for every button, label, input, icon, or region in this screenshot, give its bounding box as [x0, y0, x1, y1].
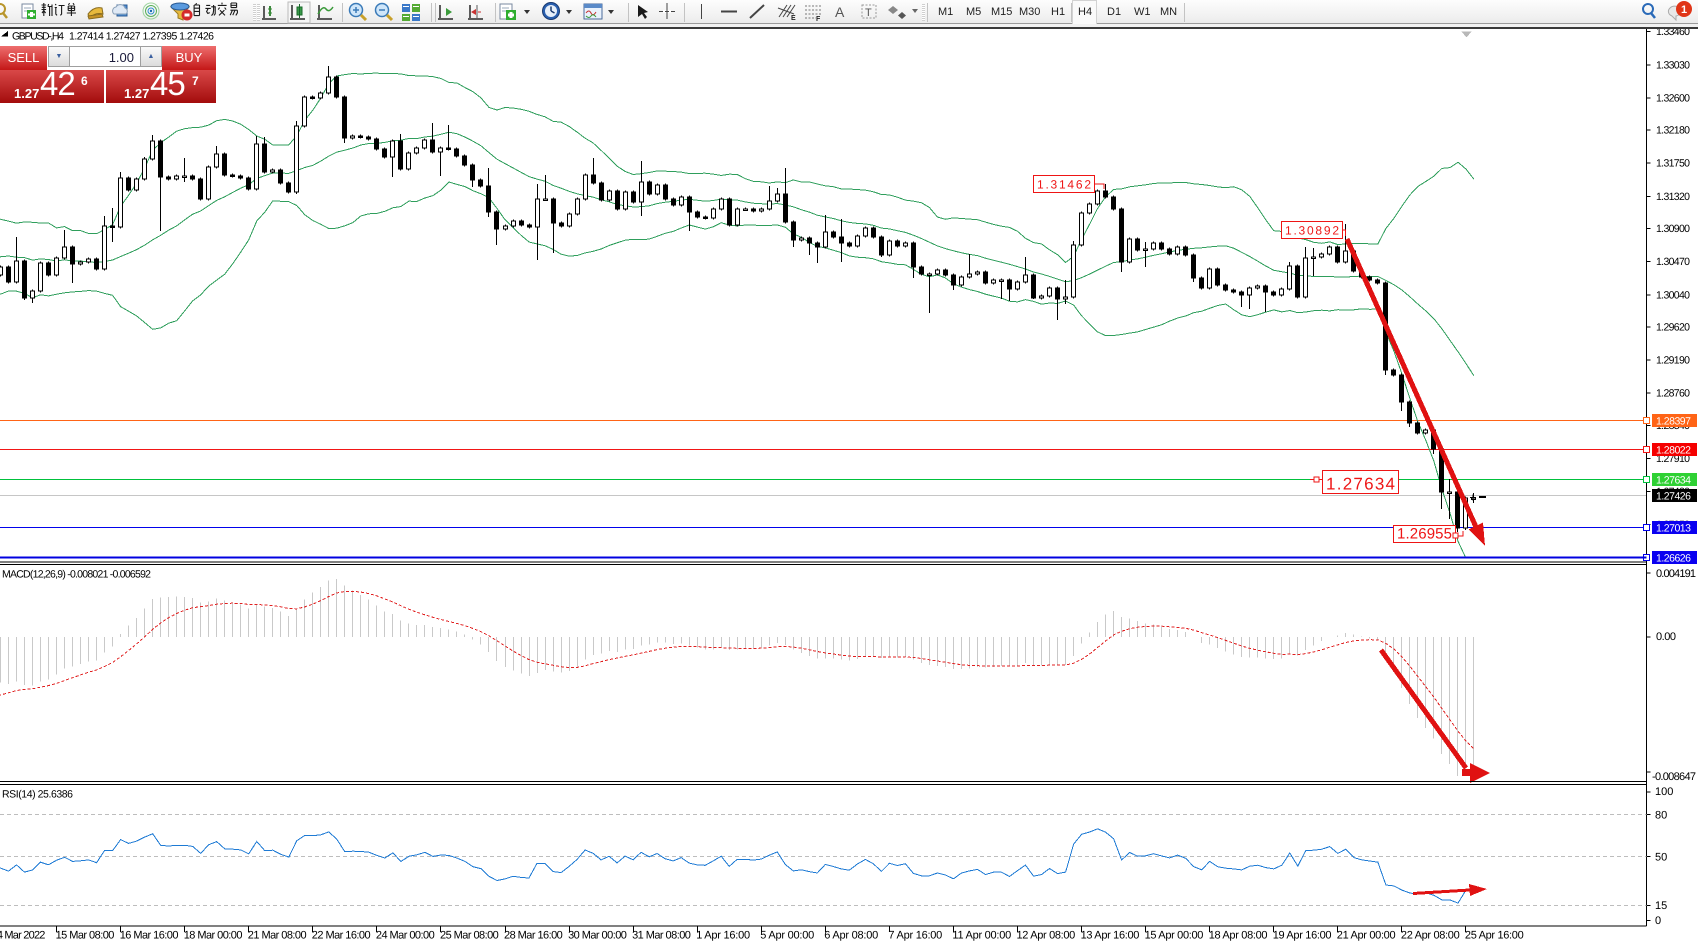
svg-text:1.27634: 1.27634 — [1326, 475, 1395, 494]
svg-text:12 Apr 08:00: 12 Apr 08:00 — [1017, 930, 1076, 941]
svg-text:1.30470: 1.30470 — [1656, 256, 1690, 268]
svg-text:0: 0 — [1655, 915, 1661, 927]
svg-text:1.27910: 1.27910 — [1656, 453, 1690, 465]
svg-text:1.31750: 1.31750 — [1656, 158, 1690, 170]
svg-text:1.33030: 1.33030 — [1656, 59, 1690, 71]
svg-text:1.29190: 1.29190 — [1656, 355, 1690, 367]
svg-text:1.31462: 1.31462 — [1037, 178, 1091, 192]
svg-text:21 Apr 00:00: 21 Apr 00:00 — [1337, 930, 1396, 941]
svg-text:11 Apr 00:00: 11 Apr 00:00 — [952, 930, 1011, 941]
svg-text:RSI(14) 25.6386: RSI(14) 25.6386 — [2, 789, 73, 801]
svg-text:1.27426: 1.27426 — [1656, 491, 1691, 503]
svg-text:T: T — [865, 7, 872, 19]
svg-text:1.27414 1.27427 1.27395 1.2742: 1.27414 1.27427 1.27395 1.27426 — [69, 31, 214, 43]
svg-text:80: 80 — [1655, 810, 1667, 822]
svg-text:1.28022: 1.28022 — [1656, 445, 1691, 457]
svg-text:1: 1 — [1681, 4, 1687, 16]
svg-text:5 Apr 00:00: 5 Apr 00:00 — [760, 930, 814, 941]
svg-text:MACD(12,26,9) -0.008021 -0.006: MACD(12,26,9) -0.008021 -0.006592 — [2, 569, 151, 581]
svg-text:13 Apr 16:00: 13 Apr 16:00 — [1081, 930, 1140, 941]
svg-text:GBPUSD-,H4: GBPUSD-,H4 — [12, 31, 64, 43]
svg-text:1.28760: 1.28760 — [1656, 388, 1690, 400]
svg-text:1.32600: 1.32600 — [1656, 92, 1690, 104]
svg-text:1.26955: 1.26955 — [1397, 526, 1452, 543]
svg-text:22 Mar 16:00: 22 Mar 16:00 — [312, 930, 371, 941]
svg-text:31 Mar 08:00: 31 Mar 08:00 — [632, 930, 691, 941]
svg-text:30 Mar 00:00: 30 Mar 00:00 — [568, 930, 627, 941]
svg-text:21 Mar 08:00: 21 Mar 08:00 — [248, 930, 307, 941]
svg-text:1.30040: 1.30040 — [1656, 289, 1690, 301]
svg-text:18 Apr 08:00: 18 Apr 08:00 — [1209, 930, 1268, 941]
svg-text:16 Mar 16:00: 16 Mar 16:00 — [120, 930, 179, 941]
svg-text:1.28397: 1.28397 — [1656, 416, 1691, 428]
svg-text:22 Apr 08:00: 22 Apr 08:00 — [1401, 930, 1460, 941]
svg-text:15 Apr 00:00: 15 Apr 00:00 — [1145, 930, 1204, 941]
svg-text:24 Mar 00:00: 24 Mar 00:00 — [376, 930, 435, 941]
svg-text:E: E — [791, 15, 796, 22]
svg-text:1.32180: 1.32180 — [1656, 125, 1690, 137]
svg-text:1 Apr 16:00: 1 Apr 16:00 — [696, 930, 750, 941]
svg-text:25 Mar 08:00: 25 Mar 08:00 — [440, 930, 499, 941]
svg-text:19 Apr 16:00: 19 Apr 16:00 — [1273, 930, 1332, 941]
svg-text:1.31320: 1.31320 — [1656, 191, 1690, 203]
svg-text:0.004191: 0.004191 — [1656, 568, 1696, 580]
svg-text:-0.008647: -0.008647 — [1652, 771, 1696, 783]
svg-text:1.30900: 1.30900 — [1656, 223, 1690, 235]
svg-text:1.27634: 1.27634 — [1656, 475, 1691, 487]
svg-text:F: F — [816, 16, 821, 23]
svg-text:15: 15 — [1655, 900, 1667, 912]
svg-text:1.26626: 1.26626 — [1656, 553, 1691, 565]
svg-text:1.30892: 1.30892 — [1285, 224, 1339, 238]
svg-text:14 Mar 2022: 14 Mar 2022 — [0, 930, 45, 941]
svg-text:1.29620: 1.29620 — [1656, 322, 1690, 334]
svg-text:A: A — [835, 4, 845, 20]
svg-text:28 Mar 16:00: 28 Mar 16:00 — [504, 930, 563, 941]
svg-text:1.33460: 1.33460 — [1656, 26, 1690, 38]
svg-text:18 Mar 00:00: 18 Mar 00:00 — [184, 930, 243, 941]
svg-text:6 Apr 08:00: 6 Apr 08:00 — [824, 930, 878, 941]
svg-text:1.27013: 1.27013 — [1656, 523, 1691, 535]
svg-text:0.00: 0.00 — [1656, 631, 1676, 643]
svg-text:25 Apr 16:00: 25 Apr 16:00 — [1465, 930, 1524, 941]
svg-text:15 Mar 08:00: 15 Mar 08:00 — [56, 930, 115, 941]
svg-text:50: 50 — [1655, 852, 1667, 864]
svg-text:7 Apr 16:00: 7 Apr 16:00 — [888, 930, 942, 941]
svg-text:100: 100 — [1655, 786, 1673, 798]
